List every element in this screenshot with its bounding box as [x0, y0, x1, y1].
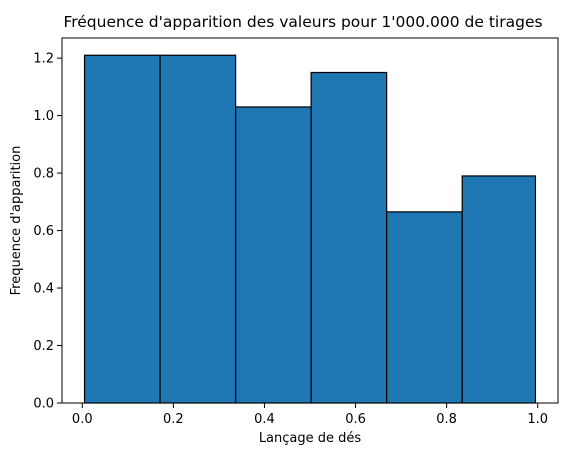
x-tick-label: 0.8 — [436, 412, 457, 427]
x-tick-label: 0.0 — [72, 412, 93, 427]
y-tick-label: 0.6 — [33, 224, 54, 239]
histogram-bar — [83, 54, 161, 404]
y-tick-label: 1.0 — [33, 109, 54, 124]
histogram-bar — [386, 211, 463, 404]
y-tick-label: 0.4 — [33, 282, 54, 297]
histogram-bar — [310, 71, 388, 404]
histogram-bar — [235, 106, 312, 404]
bars-group — [83, 54, 537, 404]
y-axis-label: Frequence d'apparition — [9, 146, 24, 296]
y-axis-ticks: 0.0 0.2 0.4 0.6 0.8 1.0 1.2 — [33, 52, 62, 412]
x-tick-label: 1.0 — [527, 412, 548, 427]
histogram-bar — [461, 175, 537, 404]
plot-frame — [61, 37, 559, 404]
x-tick-label: 0.4 — [254, 412, 275, 427]
y-tick-label: 0.8 — [33, 167, 54, 182]
chart-title: Fréquence d'apparition des valeurs pour … — [63, 13, 542, 31]
x-tick-label: 0.2 — [163, 412, 184, 427]
y-tick-label: 1.2 — [33, 52, 54, 67]
y-tick-label: 0.2 — [33, 339, 54, 354]
x-tick-label: 0.6 — [345, 412, 366, 427]
histogram-bar — [159, 54, 237, 404]
x-axis-ticks: 0.0 0.2 0.4 0.6 0.8 1.0 — [72, 403, 548, 427]
y-tick-label: 0.0 — [33, 397, 54, 412]
x-axis-label: Lançage de dés — [259, 431, 362, 446]
